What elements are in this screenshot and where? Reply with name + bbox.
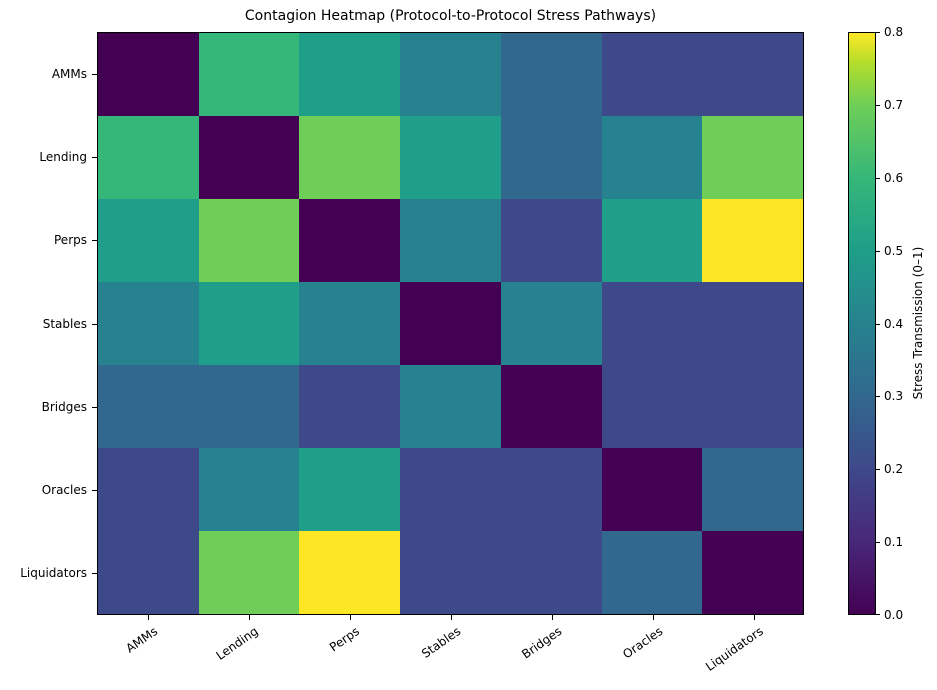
heatmap-cell (500, 33, 602, 116)
heatmap-cell (299, 199, 401, 282)
colorbar-tick-label: 0.7 (884, 97, 904, 112)
heatmap-cell (98, 365, 199, 448)
heatmap-cell (198, 33, 300, 116)
heatmap-cell (400, 531, 501, 614)
y-tick (92, 406, 97, 408)
heatmap-cell (400, 199, 501, 282)
heatmap-cell (500, 199, 602, 282)
heatmap-cell (198, 365, 300, 448)
heatmap-cell (601, 282, 703, 365)
colorbar-tick-label: 0.0 (884, 608, 904, 622)
heatmap-cell (702, 116, 803, 199)
heatmap-cell (198, 531, 300, 614)
heatmap-cell (400, 116, 501, 199)
x-tick (551, 615, 553, 620)
heatmap-cell (702, 33, 803, 116)
heatmap-cell (198, 116, 300, 199)
heatmap-cell (702, 365, 803, 448)
colorbar-tick-label: 0.3 (884, 389, 904, 404)
heatmap-cell (98, 116, 199, 199)
colorbar-tick-label: 0.6 (884, 170, 904, 185)
heatmap-cell (299, 448, 401, 531)
colorbar-tick-label: 0.5 (884, 243, 904, 258)
colorbar-tick-label: 0.4 (884, 316, 904, 331)
colorbar-tick-label: 0.2 (884, 462, 904, 477)
colorbar-tick (876, 542, 880, 544)
x-tick (147, 615, 149, 620)
y-tick-label: Bridges (41, 399, 87, 414)
y-tick-label: Lending (39, 149, 87, 164)
heatmap-cell (400, 365, 501, 448)
heatmap-cell (601, 116, 703, 199)
colorbar-tick (876, 323, 880, 325)
heatmap-cell (400, 33, 501, 116)
heatmap-cell (500, 282, 602, 365)
x-tick-label: Liquidators (702, 624, 766, 674)
x-tick (753, 615, 755, 620)
y-tick (92, 240, 97, 242)
y-tick (92, 323, 97, 325)
heatmap-cell (98, 199, 199, 282)
heatmap-cell (702, 531, 803, 614)
x-tick-label: Stables (418, 624, 463, 661)
y-tick-label: Oracles (41, 483, 87, 498)
heatmap-cell (702, 199, 803, 282)
y-tick-label: Liquidators (20, 566, 87, 581)
chart-title: Contagion Heatmap (Protocol-to-Protocol … (244, 8, 657, 24)
heatmap-cell (198, 282, 300, 365)
heatmap-cell (500, 116, 602, 199)
x-tick (248, 615, 250, 620)
heatmap-cell (500, 365, 602, 448)
y-tick-label: AMMs (51, 66, 87, 81)
colorbar-tick (876, 32, 880, 33)
heatmap-cell (299, 531, 401, 614)
colorbar-tick (876, 469, 880, 471)
x-tick (349, 615, 351, 620)
heatmap-cell (98, 448, 199, 531)
x-tick-label: Lending (213, 624, 261, 663)
x-tick-label: AMMs (122, 624, 160, 656)
heatmap-cell (601, 33, 703, 116)
y-tick (92, 73, 97, 75)
y-tick-label: Perps (54, 233, 87, 248)
heatmap-cell (299, 116, 401, 199)
heatmap-cell (601, 448, 703, 531)
heatmap-cell (500, 448, 602, 531)
heatmap-cell (400, 282, 501, 365)
colorbar-tick (876, 614, 880, 615)
heatmap-cell (500, 531, 602, 614)
heatmap-cell (601, 531, 703, 614)
heatmap-cell (601, 199, 703, 282)
colorbar-tick-label: 0.8 (884, 25, 904, 39)
x-tick-label: Bridges (518, 624, 564, 662)
y-tick (92, 490, 97, 492)
y-tick (92, 573, 97, 575)
colorbar-tick (876, 177, 880, 179)
colorbar-tick (876, 104, 880, 106)
heatmap-cell (299, 365, 401, 448)
heatmap-cell (98, 33, 199, 116)
colorbar-tick (876, 396, 880, 398)
heatmap-cell (198, 199, 300, 282)
y-tick (92, 156, 97, 158)
heatmap-cell (601, 365, 703, 448)
heatmap-grid (97, 32, 804, 615)
colorbar-tick (876, 250, 880, 252)
x-tick (652, 615, 654, 620)
heatmap-cell (702, 282, 803, 365)
x-tick-label: Oracles (619, 624, 665, 662)
colorbar-label: Stress Transmission (0–1) (911, 246, 925, 400)
heatmap-cell (299, 33, 401, 116)
x-tick-label: Perps (326, 624, 362, 655)
colorbar-tick-label: 0.1 (884, 535, 904, 550)
y-tick-label: Stables (42, 316, 87, 331)
heatmap-cell (299, 282, 401, 365)
x-tick (450, 615, 452, 620)
heatmap-cell (400, 448, 501, 531)
heatmap-cell (98, 282, 199, 365)
heatmap-cell (702, 448, 803, 531)
heatmap-cell (198, 448, 300, 531)
heatmap-cell (98, 531, 199, 614)
colorbar (848, 32, 876, 615)
